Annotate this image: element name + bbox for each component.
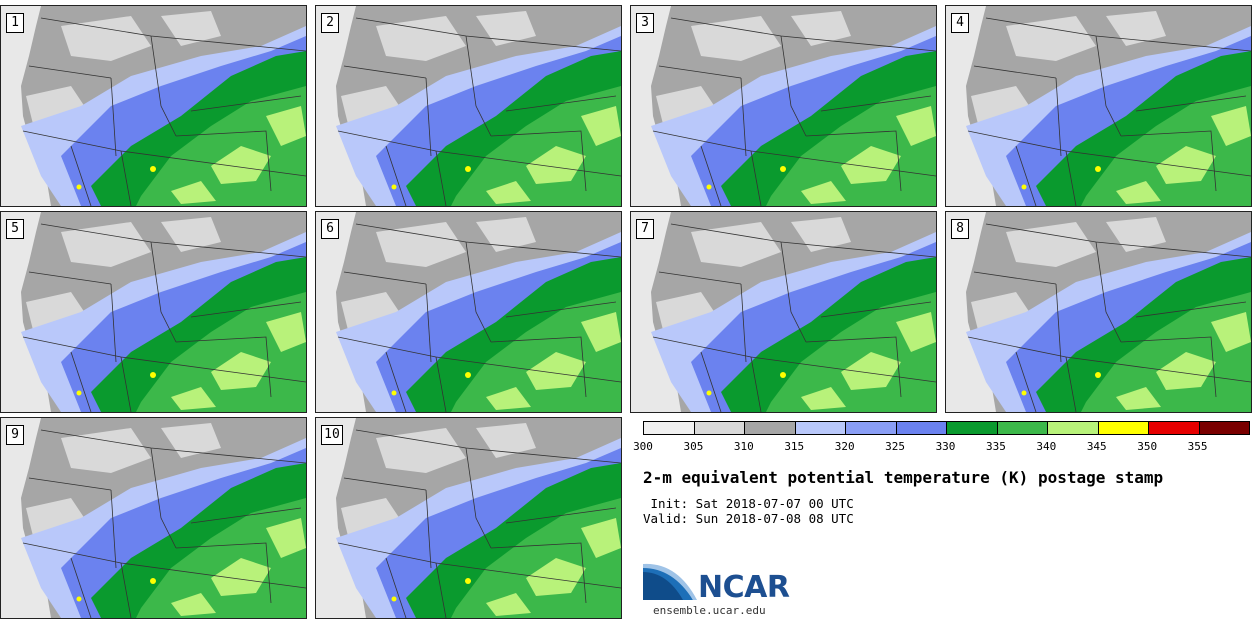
colorbar-tick-label: 305 <box>683 440 704 453</box>
member-label: 9 <box>6 425 24 445</box>
map-image <box>946 6 1251 206</box>
colorbar <box>643 421 1250 435</box>
colorbar-tick-label: 320 <box>834 440 855 453</box>
colorbar-segment <box>1097 422 1148 434</box>
colorbar-tick-label: 350 <box>1137 440 1158 453</box>
colorbar-segment <box>744 422 795 434</box>
map-panel: 2 <box>315 5 622 207</box>
map-panel: 3 <box>630 5 937 207</box>
map-image <box>316 6 621 206</box>
member-label: 1 <box>6 13 24 33</box>
colorbar-tick-label: 330 <box>935 440 956 453</box>
colorbar-segment <box>1047 422 1098 434</box>
colorbar-tick-label: 355 <box>1187 440 1208 453</box>
colorbar-segment <box>996 422 1047 434</box>
colorbar-segment <box>895 422 946 434</box>
colorbar-tick-label: 325 <box>885 440 906 453</box>
map-image <box>631 212 936 412</box>
member-label: 10 <box>321 425 343 445</box>
map-panel: 6 <box>315 211 622 413</box>
map-image <box>946 212 1251 412</box>
map-image <box>1 6 306 206</box>
colorbar-segment <box>946 422 997 434</box>
member-label: 8 <box>951 219 969 239</box>
map-image <box>316 418 621 618</box>
colorbar-tick-labels: 300 305 310 315 320 325 330 335 340 345 350 355 <box>633 440 1248 454</box>
colorbar-tick-label: 345 <box>1086 440 1107 453</box>
map-panel: 8 <box>945 211 1252 413</box>
colorbar-tick-label: 335 <box>985 440 1006 453</box>
colorbar-tick-label: 310 <box>733 440 754 453</box>
member-label: 3 <box>636 13 654 33</box>
colorbar-segment <box>845 422 896 434</box>
colorbar-segment <box>693 422 744 434</box>
map-panel: 5 <box>0 211 307 413</box>
colorbar-tick-label: 300 <box>633 440 653 453</box>
valid-time: Valid: Sun 2018-07-08 08 UTC <box>643 511 854 526</box>
colorbar-segment <box>1198 422 1249 434</box>
member-label: 4 <box>951 13 969 33</box>
map-panel: 9 <box>0 417 307 619</box>
colorbar-segment <box>794 422 845 434</box>
logo-wordmark: NCAR <box>698 570 790 605</box>
map-panel: 10 <box>315 417 622 619</box>
map-panel: 4 <box>945 5 1252 207</box>
map-image <box>631 6 936 206</box>
logo-url: ensemble.ucar.edu <box>653 604 766 617</box>
member-label: 2 <box>321 13 339 33</box>
page-title: 2-m equivalent potential temperature (K)… <box>643 468 1164 487</box>
colorbar-segment <box>1148 422 1199 434</box>
map-image <box>316 212 621 412</box>
member-label: 5 <box>6 219 24 239</box>
member-label: 6 <box>321 219 339 239</box>
map-image <box>1 418 306 618</box>
member-label: 7 <box>636 219 654 239</box>
map-panel: 1 <box>0 5 307 207</box>
init-time: Init: Sat 2018-07-07 00 UTC <box>643 496 854 511</box>
ncar-logo-icon <box>643 563 697 600</box>
map-panel: 7 <box>630 211 937 413</box>
map-image <box>1 212 306 412</box>
colorbar-tick-label: 340 <box>1036 440 1057 453</box>
colorbar-segment <box>644 422 694 434</box>
colorbar-tick-label: 315 <box>784 440 805 453</box>
